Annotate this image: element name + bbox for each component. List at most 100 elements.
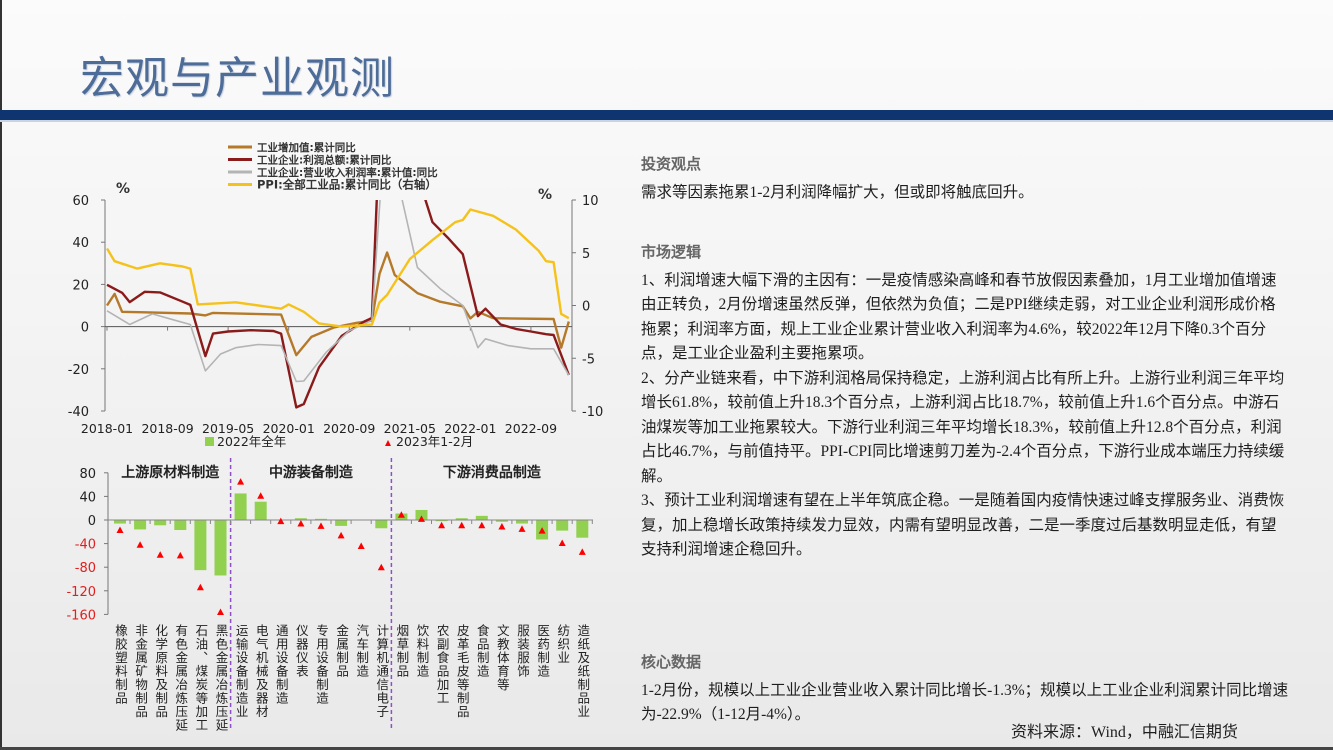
section-text: 2、分产业链来看，中下游利润格局保持稳定，上游利润占比有所上升。上游行业利润三年… [641,369,1285,485]
page-title: 宏观与产业观测 [80,53,395,104]
category-label: 运输设备制造业 [233,624,249,719]
bar-2022-17 [435,520,448,522]
bar-2022-4 [174,520,187,531]
x-tick-label: 2018-01 [81,421,133,436]
section-text: 1、利润增速大幅下滑的主因有：一是疫情感染高峰和春节放假因素叠加，1月工业增加值… [641,271,1277,363]
left-tick-label: 0 [81,321,89,336]
bar-2022-16 [415,509,428,520]
category-label: 造纸及纸制品业 [575,624,591,719]
marker-2023-19 [478,521,486,529]
left-tick-label: 20 [72,278,89,293]
category-label: 皮革毛皮等制品 [454,624,470,719]
bar-chart: 80 40 0 -40 -80 -120 -160 2022年全年 2023年1-2月上游原材料… [66,434,593,730]
section-heading: 投资观点 [641,155,702,173]
section-text: 1-2月份，规模以上工业企业营业收入累计同比增长-1.3%；规模以上工业企业利润… [641,681,1289,724]
legend-label-1: 工业增加值:累计同比 [257,141,356,154]
marker-2023-15 [397,511,405,518]
category-label: 食品制造 [474,624,490,678]
x-tick-label: 2019-05 [202,421,254,436]
section-text: 3、预计工业利润增速有望在上半年筑底企稳。一是随着国内疫情快速过峰支撑服务业、消… [641,492,1285,558]
bar-2022-18 [455,518,468,520]
bar-2022-10 [294,518,307,520]
bar-2022-20 [495,520,508,522]
bar-tick-label: -120 [66,585,96,600]
bar-2022-19 [475,515,488,520]
right-tick-label: 10 [582,194,599,209]
marker-2023-23 [558,539,566,547]
category-label: 金属制品 [334,624,350,678]
series-line-4 [105,208,570,328]
bar-2022-24 [576,520,589,538]
title-divider-shadow [0,120,1333,122]
legend-triangle-label: 2023年1-2月 [396,434,473,449]
marker-2023-16 [418,515,425,522]
bar-tick-label: -160 [66,608,96,623]
bar-2022-2 [134,520,147,530]
title-divider-bar [0,110,1333,120]
category-label: 电气机械及器材 [253,624,269,719]
right-tick-label: 0 [582,300,590,315]
bar-tick-label: -80 [75,561,96,576]
marker-2023-22 [538,527,546,534]
category-label: 专用设备制造 [314,624,329,705]
legend-bar-swatch [205,437,214,446]
x-tick-label: 2020-09 [323,421,375,436]
category-label: 化学原料及制品 [153,624,169,719]
x-tick-label: 2022-09 [505,421,557,436]
legend-triangle-swatch [385,440,391,446]
marker-2023-6 [217,608,224,616]
marker-2023-14 [377,563,385,571]
marker-2023-3 [156,551,164,558]
category-label: 黑色金属冶炼压延 [213,624,229,732]
bar-2022-12 [335,520,348,526]
marker-2023-24 [578,548,586,555]
marker-2023-9 [277,517,285,525]
bar-2022-21 [516,520,528,524]
section-heading: 核心数据 [641,653,702,671]
category-label: 有色金属冶炼压延 [173,624,189,732]
category-label: 石油、煤炭等加工 [193,624,209,732]
bar-tick-label: 40 [79,490,96,505]
bar-tick-label: 80 [79,467,96,482]
slide-bottom-border [0,747,1333,750]
marker-2023-20 [498,522,506,530]
marker-2023-1 [116,526,124,534]
category-label: 医药制造 [535,624,551,678]
bar-2022-8 [254,501,267,520]
left-tick-label: 60 [72,194,89,209]
left-tick-label: -20 [68,363,89,378]
group-label: 中游装备制造 [269,464,353,481]
marker-2023-4 [176,551,184,559]
legend-label-2: 工业企业:利润总额:累计同比 [257,154,392,167]
marker-2023-2 [136,541,144,548]
marker-2023-13 [357,542,365,549]
x-tick-label: 2021-05 [384,421,436,436]
marker-2023-21 [518,525,526,532]
bar-2022-5 [194,520,207,571]
legend-bar-label: 2022年全年 [217,434,286,449]
right-tick-label: -10 [582,405,603,420]
source-note: 资料来源：Wind，中融汇信期货 [1011,724,1238,741]
category-label: 仪器仪表 [293,624,309,678]
category-label: 服装服饰 [515,624,530,678]
category-label: 通用设备制造 [273,624,289,705]
left-tick-label: -40 [68,405,89,420]
category-label: 非金属矿物制品 [133,624,149,719]
right-tick-label: -5 [582,352,595,367]
legend-label-3: 工业企业:营业收入利润率:累计值:同比 [257,166,438,179]
series-line-3 [106,200,570,383]
left-tick-label: 40 [72,236,89,251]
bar-tick-label: 0 [88,514,96,529]
marker-2023-5 [196,583,204,591]
category-label: 烟草制品 [394,624,410,678]
section-investment-view: 投资观点 需求等因素拖累1-2月利润降幅扩大，但或即将触底回升。 [641,152,1291,205]
marker-2023-8 [257,492,265,499]
legend-label-4: PPI:全部工业品:累计同比（右轴） [257,178,437,192]
marker-2023-7 [237,478,245,485]
marker-2023-17 [438,521,446,529]
section-text: 需求等因素拖累1-2月利润降幅扩大，但或即将触底回升。 [641,183,1034,201]
left-unit-label: % [116,181,130,197]
section-market-logic: 市场逻辑 1、利润增速大幅下滑的主因有：一是疫情感染高峰和春节放假因素叠加，1月… [641,240,1291,563]
category-label: 汽车制造 [354,624,370,678]
slide-left-border [0,0,2,750]
